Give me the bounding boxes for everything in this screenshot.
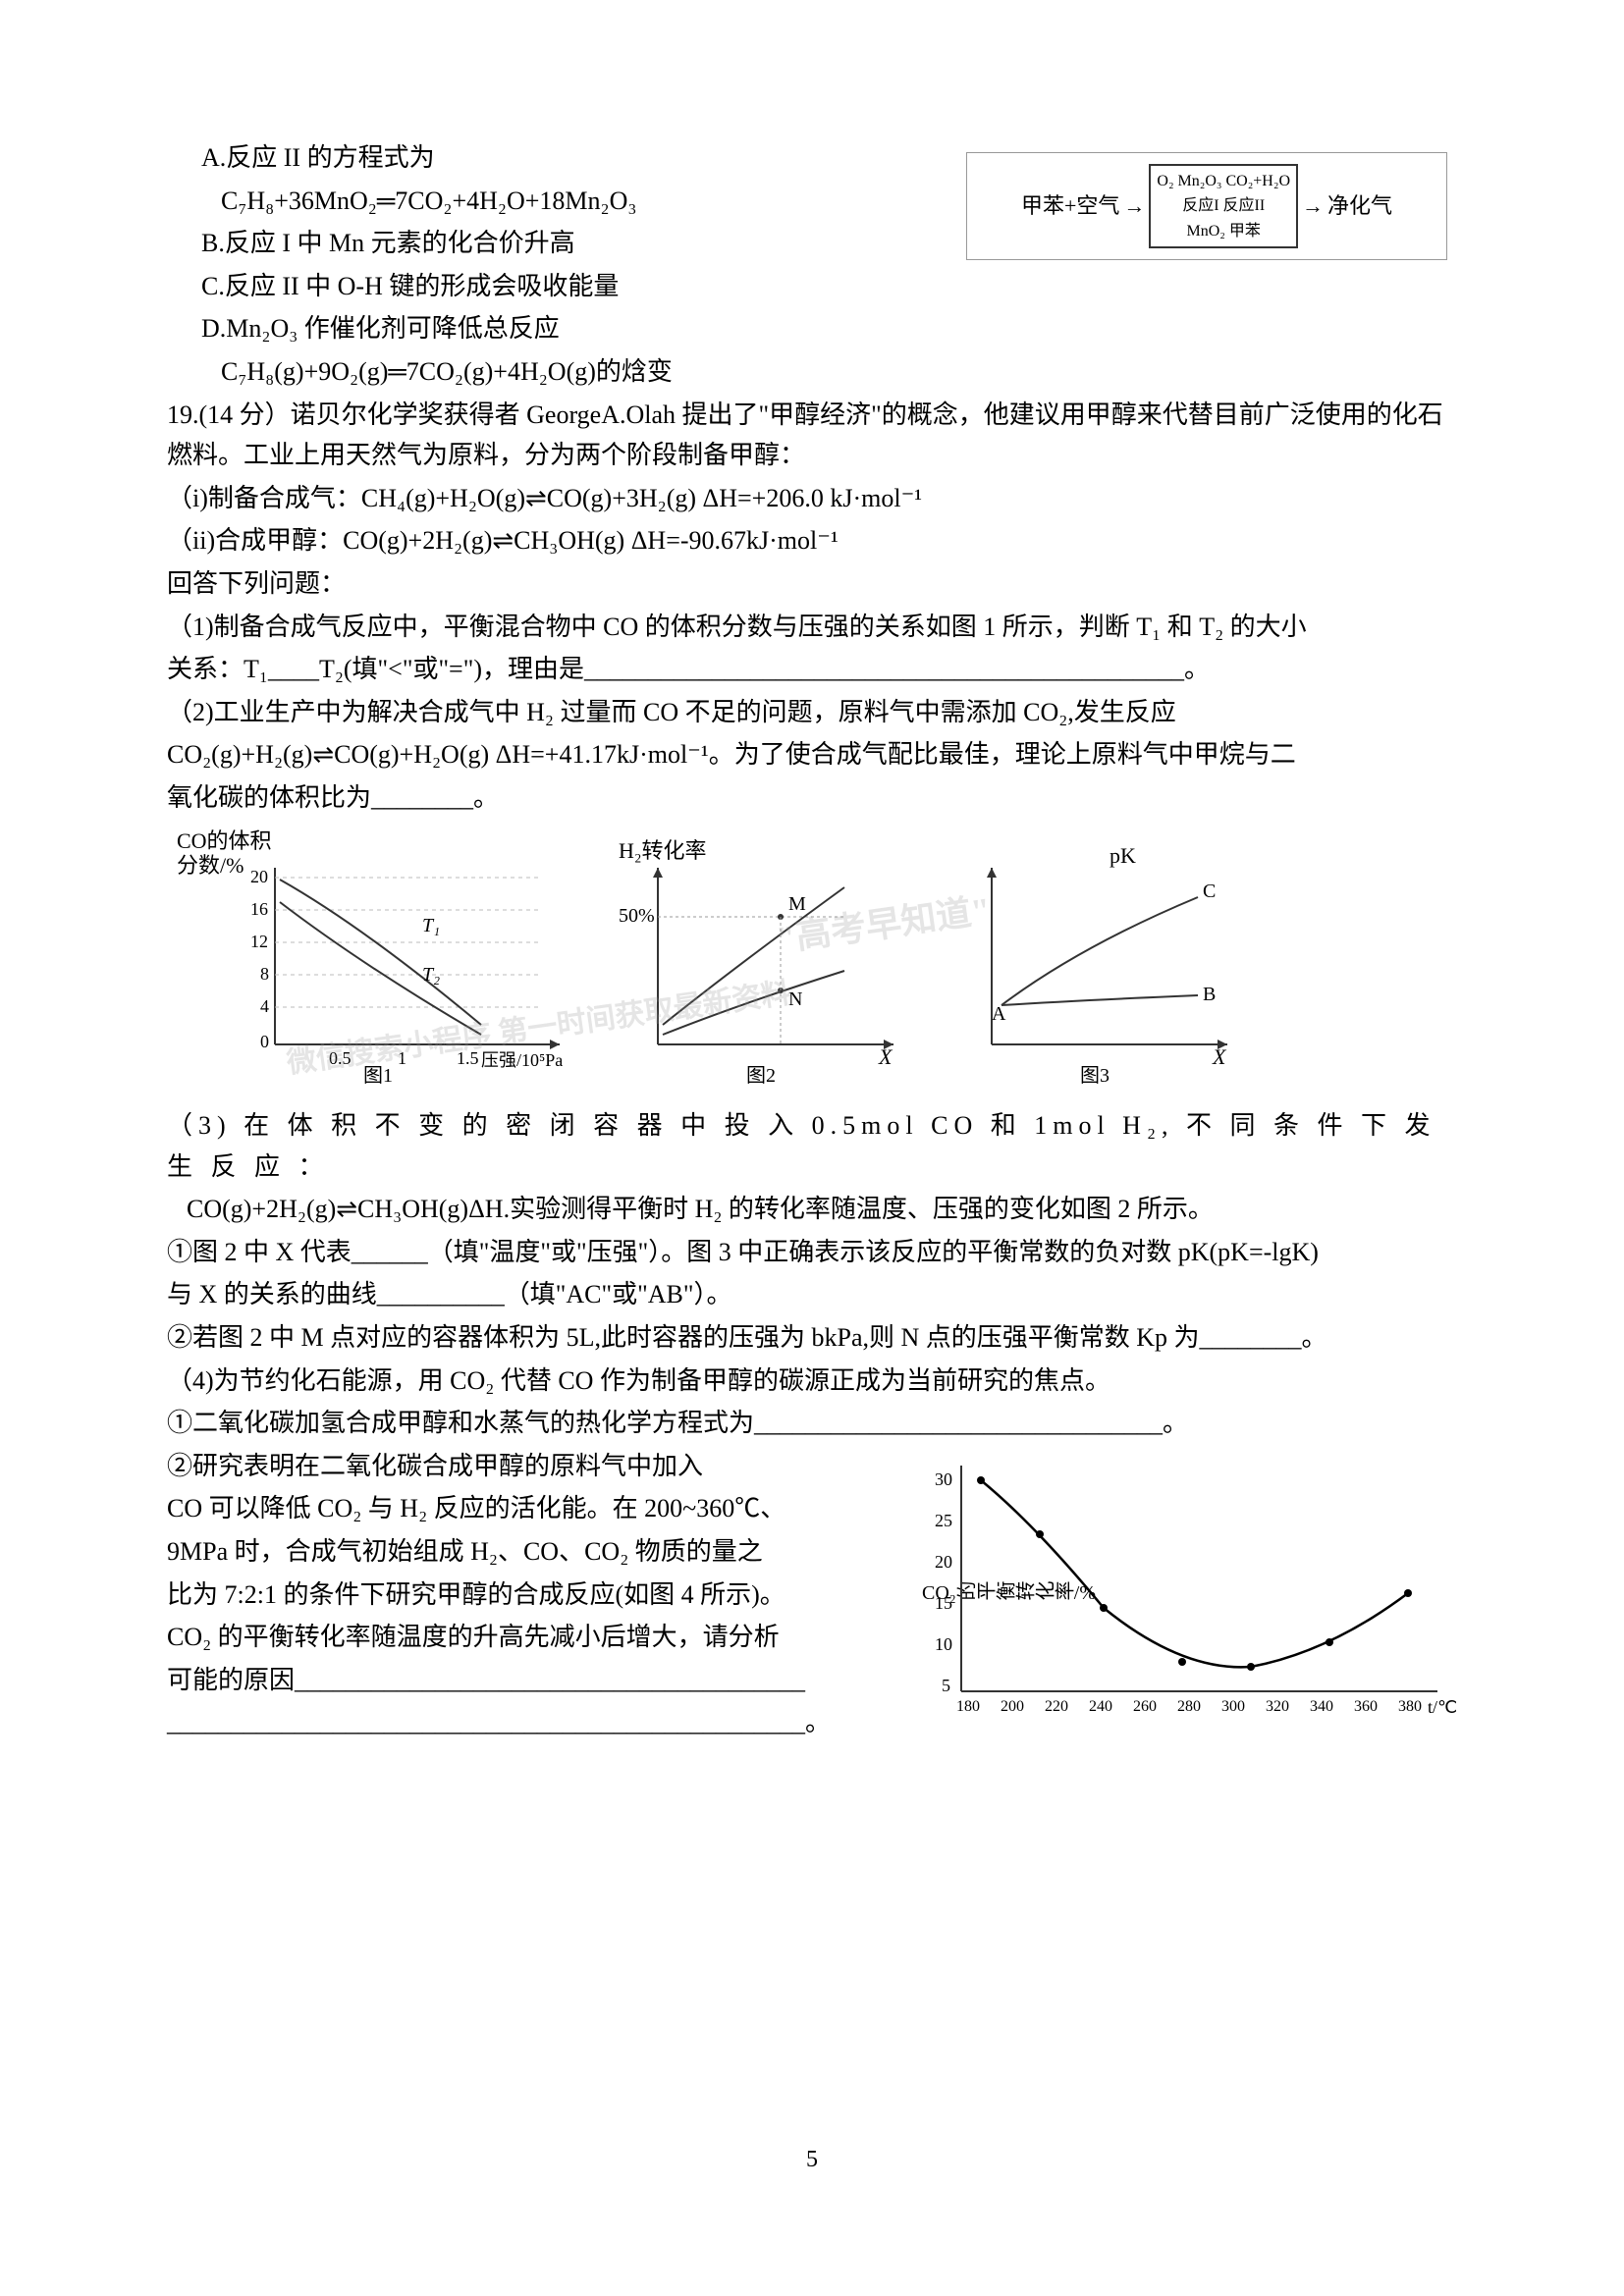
svg-text:12: 12 [250, 932, 268, 951]
svg-text:图3: 图3 [1080, 1065, 1110, 1084]
svg-text:180: 180 [956, 1698, 980, 1715]
q19-sub1-a: （1)制备合成气反应中，平衡混合物中 CO 的体积分数与压强的关系如图 1 所示… [167, 607, 1457, 648]
svg-text:X: X [1212, 1044, 1227, 1069]
q19-sub3-2: ②若图 2 中 M 点对应的容器体积为 5L,此时容器的压强为 bkPa,则 N… [167, 1317, 1457, 1359]
chart-4: CO₂的平衡转化率/% 30 25 20 15 10 5 180 200 220… [907, 1446, 1457, 1743]
flow-output: 净化气 [1327, 188, 1392, 223]
svg-text:30: 30 [935, 1469, 952, 1489]
svg-text:280: 280 [1177, 1698, 1201, 1715]
option-c: C.反应 II 中 O-H 键的形成会吸收能量 [201, 266, 1457, 307]
q19-sub4: （4)为节约化石能源，用 CO₂ 代替 CO 作为制备甲醇的碳源正成为当前研究的… [167, 1361, 1457, 1402]
svg-text:8: 8 [260, 964, 269, 984]
svg-text:25: 25 [935, 1511, 952, 1530]
svg-text:300: 300 [1221, 1698, 1245, 1715]
svg-text:H₂转化率: H₂转化率 [619, 838, 707, 863]
q19-sub2-c: 氧化碳的体积比为________。 [167, 777, 1457, 819]
q19-sub4-1: ①二氧化碳加氢合成甲醇和水蒸气的热化学方程式为_________________… [167, 1403, 1457, 1444]
q19-eq-ii: （ii)合成甲醇：CO(g)+2H₂(g)⇌CH₃OH(g) ΔH=-90.67… [167, 520, 1457, 561]
q19-sub2-b: CO₂(g)+H₂(g)⇌CO(g)+H₂O(g) ΔH=+41.17kJ·mo… [167, 734, 1457, 775]
svg-text:5: 5 [942, 1676, 950, 1695]
svg-text:B: B [1203, 984, 1216, 1005]
flow-mid: 反应I 反应II [1157, 193, 1290, 219]
svg-text:图1: 图1 [363, 1065, 393, 1084]
q19-sub3-1: ①图 2 中 X 代表______（填"温度"或"压强"）。图 3 中正确表示该… [167, 1232, 1457, 1273]
svg-text:0: 0 [260, 1032, 269, 1051]
svg-text:15: 15 [935, 1593, 952, 1613]
svg-text:320: 320 [1266, 1698, 1289, 1715]
svg-text:C: C [1203, 881, 1216, 902]
chart1-ylabel2: 分数/% [177, 853, 244, 878]
flow-input: 甲苯+空气 [1021, 188, 1119, 223]
chart-3: pK A C B X 图3 [943, 828, 1257, 1096]
q19-sub3-1b: 与 X 的关系的曲线__________（填"AC"或"AB"）。 [167, 1274, 1457, 1315]
chart1-ylabel: CO的体积 [177, 828, 272, 853]
option-d-eq: C₇H₈(g)+9O₂(g)═7CO₂(g)+4H₂O(g)的焓变 [221, 351, 1457, 393]
chart-1: CO的体积 分数/% 20 16 12 8 4 0 0.5 1 1.5 压强/1… [167, 828, 589, 1096]
svg-text:A: A [992, 1003, 1006, 1025]
svg-text:360: 360 [1354, 1698, 1378, 1715]
chart-row: CO的体积 分数/% 20 16 12 8 4 0 0.5 1 1.5 压强/1… [167, 828, 1457, 1096]
svg-text:1: 1 [398, 1048, 406, 1068]
svg-text:4: 4 [260, 996, 269, 1016]
svg-text:压强/10⁵Pa: 压强/10⁵Pa [481, 1050, 563, 1070]
flow-top: O₂ Mn₂O₃ CO₂+H₂O [1157, 169, 1290, 194]
svg-text:50%: 50% [619, 905, 655, 927]
reaction-flow-diagram: 甲苯+空气 → O₂ Mn₂O₃ CO₂+H₂O 反应I 反应II MnO₂ 甲… [966, 152, 1447, 260]
svg-text:200: 200 [1001, 1698, 1024, 1715]
svg-text:M: M [788, 893, 806, 915]
svg-text:20: 20 [250, 867, 268, 886]
svg-text:0.5: 0.5 [329, 1048, 352, 1068]
svg-text:240: 240 [1089, 1698, 1112, 1715]
q19-header: 19.(14 分）诺贝尔化学奖获得者 GeorgeA.Olah 提出了"甲醇经济… [167, 395, 1457, 476]
svg-text:380: 380 [1398, 1698, 1422, 1715]
svg-text:260: 260 [1133, 1698, 1157, 1715]
q19-sub3-a: （3) 在 体 积 不 变 的 密 闭 容 器 中 投 入 0.5mol CO … [167, 1105, 1457, 1187]
option-d: D.Mn₂O₃ 作催化剂可降低总反应 [201, 308, 1457, 349]
svg-text:10: 10 [935, 1634, 952, 1654]
q19-sub1-b: 关系：T₁____T₂(填"<"或"=")，理由是_______________… [167, 649, 1457, 690]
svg-text:220: 220 [1045, 1698, 1068, 1715]
svg-text:16: 16 [250, 899, 268, 919]
svg-text:T₁: T₁ [422, 915, 440, 936]
svg-text:340: 340 [1310, 1698, 1333, 1715]
q19-eq-i: （i)制备合成气：CH₄(g)+H₂O(g)⇌CO(g)+3H₂(g) ΔH=+… [167, 478, 1457, 519]
svg-text:20: 20 [935, 1552, 952, 1572]
q19-sub3-b: CO(g)+2H₂(g)⇌CH₃OH(g)ΔH.实验测得平衡时 H₂ 的转化率随… [187, 1189, 1457, 1230]
q19-answer-label: 回答下列问题： [167, 563, 1457, 605]
svg-text:图2: 图2 [746, 1065, 776, 1084]
svg-text:1.5: 1.5 [457, 1048, 479, 1068]
svg-text:t/℃: t/℃ [1428, 1697, 1457, 1717]
svg-text:pK: pK [1110, 843, 1136, 868]
svg-text:N: N [788, 988, 802, 1010]
page-number: 5 [806, 2141, 818, 2178]
svg-text:X: X [878, 1044, 893, 1069]
flow-bot: MnO₂ 甲苯 [1157, 219, 1290, 244]
chart-2: H₂转化率 50% M N X 图2 [609, 828, 923, 1096]
svg-text:T₂: T₂ [422, 964, 440, 986]
q19-sub2-a: （2)工业生产中为解决合成气中 H₂ 过量而 CO 不足的问题，原料气中需添加 … [167, 692, 1457, 733]
